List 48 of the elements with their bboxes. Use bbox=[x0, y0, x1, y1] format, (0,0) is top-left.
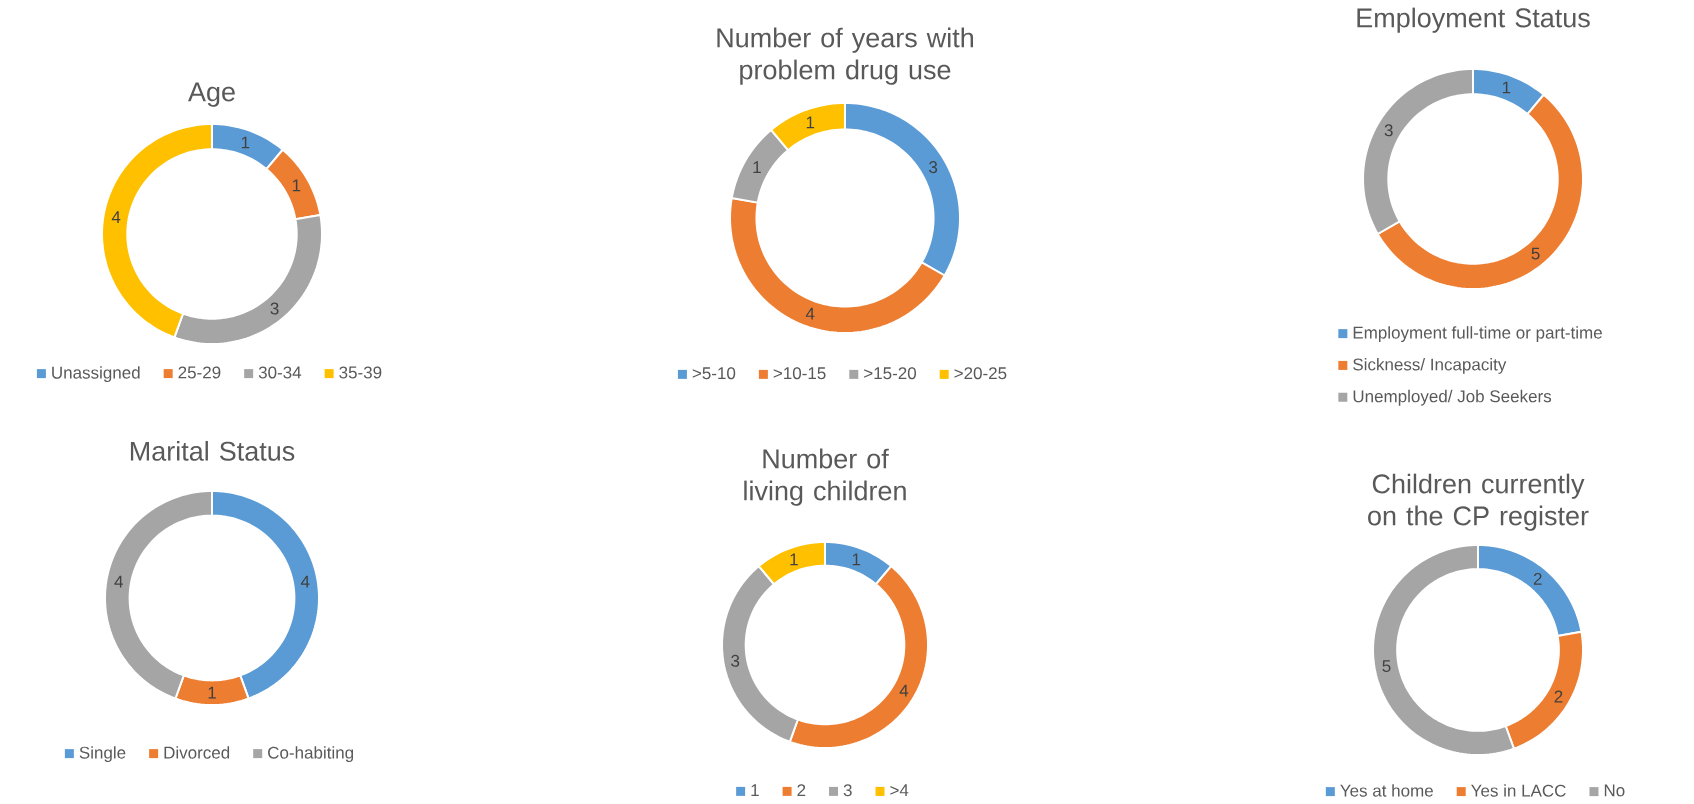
chart-title: Number of living children bbox=[744, 448, 906, 506]
data-label: 1 bbox=[806, 116, 815, 129]
legend-label: >15-20 bbox=[864, 367, 917, 380]
data-label: 4 bbox=[300, 575, 310, 588]
data-label: 1 bbox=[1502, 81, 1511, 94]
data-label: 1 bbox=[241, 136, 250, 149]
data-label: 2 bbox=[1554, 690, 1563, 703]
data-label: 3 bbox=[929, 161, 938, 174]
chart-title: Age bbox=[188, 82, 235, 107]
data-label: 4 bbox=[899, 684, 909, 697]
legend-label: Unemployed/ Job Seekers bbox=[1353, 389, 1552, 406]
legend-label: 30-34 bbox=[258, 366, 302, 379]
data-label: 4 bbox=[114, 575, 123, 588]
data-label: 1 bbox=[208, 686, 216, 699]
legend-label: Co-habiting bbox=[268, 746, 354, 763]
data-label: 5 bbox=[1531, 247, 1540, 260]
legend-label: 2 bbox=[797, 784, 806, 797]
legend-label: 3 bbox=[843, 784, 852, 797]
legend-label: >10-15 bbox=[773, 367, 826, 380]
legend-label: 35-39 bbox=[339, 366, 382, 379]
chart-title: Employment Status bbox=[1357, 7, 1590, 33]
legend-label: >4 bbox=[890, 784, 909, 796]
data-label: 4 bbox=[111, 211, 121, 223]
data-label: 1 bbox=[292, 179, 301, 192]
legend-label: Unassigned bbox=[52, 366, 140, 383]
legend-label: Yes in LACC bbox=[1471, 784, 1566, 797]
data-label: 1 bbox=[852, 553, 861, 566]
legend-label: Divorced bbox=[164, 746, 230, 759]
legend-label: Sickness/ Incapacity bbox=[1353, 358, 1507, 374]
legend-label: Single bbox=[79, 746, 126, 763]
legend-label: 25-29 bbox=[178, 366, 221, 379]
legend-label: Yes at home bbox=[1340, 784, 1433, 797]
data-label: 3 bbox=[1384, 124, 1393, 137]
legend-label: 1 bbox=[751, 784, 759, 796]
data-label: 2 bbox=[1533, 572, 1542, 585]
data-label: 1 bbox=[753, 161, 761, 173]
chart-title: Number of years with problem drug use bbox=[717, 27, 973, 85]
legend-label: Employment full-time or part-time bbox=[1353, 326, 1602, 343]
chart-title: Marital Status bbox=[130, 440, 295, 461]
data-label: 5 bbox=[1382, 660, 1391, 673]
legend-label: >5-10 bbox=[692, 367, 736, 380]
legend-label: >20-25 bbox=[954, 367, 1007, 380]
data-label: 1 bbox=[790, 553, 798, 566]
data-label: 3 bbox=[731, 654, 740, 667]
chart-title: Children currently on the CP register bbox=[1368, 473, 1589, 531]
data-label: 4 bbox=[805, 307, 815, 320]
data-label: 3 bbox=[270, 302, 279, 315]
legend-label: No bbox=[1604, 784, 1625, 797]
